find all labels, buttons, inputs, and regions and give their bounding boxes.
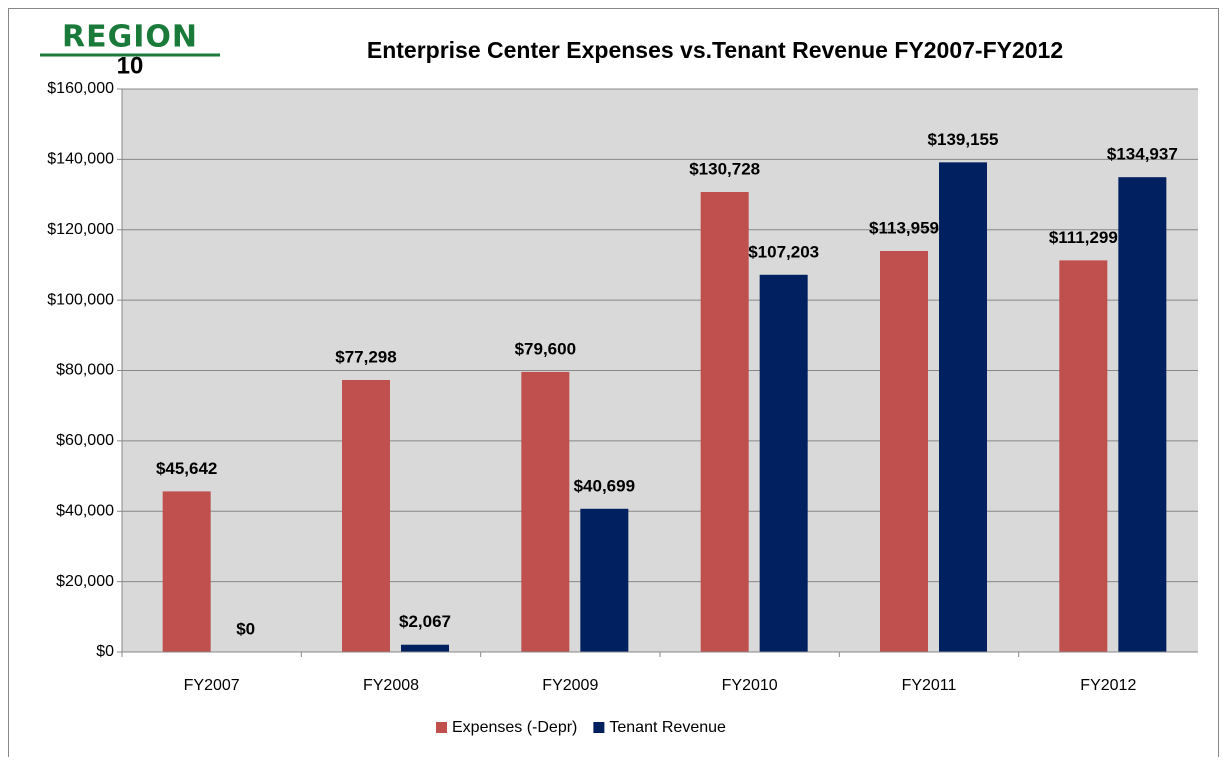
value-label: $113,959 xyxy=(869,218,939,237)
y-tick-label: $160,000 xyxy=(47,80,114,97)
value-label: $40,699 xyxy=(574,476,635,495)
legend-label: Tenant Revenue xyxy=(609,719,726,736)
legend-swatch xyxy=(436,722,447,733)
value-label: $0 xyxy=(236,619,255,638)
x-tick-label: FY2009 xyxy=(542,677,598,694)
bar xyxy=(1118,177,1167,652)
value-label: $79,600 xyxy=(515,339,576,358)
bar xyxy=(521,371,570,652)
value-label: $130,728 xyxy=(689,159,760,178)
value-label: $134,937 xyxy=(1107,145,1178,164)
bar xyxy=(759,274,808,652)
value-label: $107,203 xyxy=(748,242,819,261)
y-tick-label: $40,000 xyxy=(56,502,114,519)
legend-label: Expenses (-Depr) xyxy=(452,719,577,736)
y-tick-label: $0 xyxy=(96,643,114,660)
y-tick-label: $120,000 xyxy=(47,221,114,238)
bar xyxy=(1059,260,1108,652)
bar xyxy=(162,491,211,652)
bar xyxy=(700,192,749,652)
y-tick-label: $60,000 xyxy=(56,432,114,449)
y-tick-label: $80,000 xyxy=(56,362,114,379)
y-tick-label: $140,000 xyxy=(47,151,114,168)
x-tick-label: FY2011 xyxy=(902,677,957,694)
value-label: $111,299 xyxy=(1049,228,1118,247)
bar xyxy=(401,644,449,652)
y-tick-label: $20,000 xyxy=(56,573,114,590)
value-label: $139,155 xyxy=(928,130,999,149)
bar xyxy=(939,162,987,653)
x-tick-label: FY2010 xyxy=(722,677,778,694)
value-label: $45,642 xyxy=(156,459,217,478)
x-tick-label: FY2012 xyxy=(1080,677,1136,694)
logo-number: 10 xyxy=(117,52,144,79)
bar xyxy=(580,508,629,652)
logo-text: REGION xyxy=(62,20,198,55)
x-tick-label: FY2007 xyxy=(184,677,240,694)
chart-title: Enterprise Center Expenses vs.Tenant Rev… xyxy=(367,37,1063,63)
bar xyxy=(342,380,390,652)
value-label: $77,298 xyxy=(335,347,396,366)
value-label: $2,067 xyxy=(399,612,451,631)
bar xyxy=(880,251,928,652)
x-tick-label: FY2008 xyxy=(363,677,419,694)
y-tick-label: $100,000 xyxy=(47,291,114,308)
legend-swatch xyxy=(593,722,605,733)
